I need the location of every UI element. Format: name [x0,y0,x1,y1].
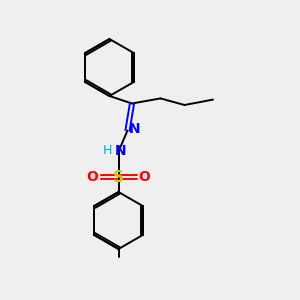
Text: O: O [139,170,151,184]
Text: N: N [128,122,140,136]
Text: O: O [86,170,98,184]
Text: H: H [102,143,112,157]
Text: S: S [113,169,124,184]
Text: N: N [115,144,126,158]
